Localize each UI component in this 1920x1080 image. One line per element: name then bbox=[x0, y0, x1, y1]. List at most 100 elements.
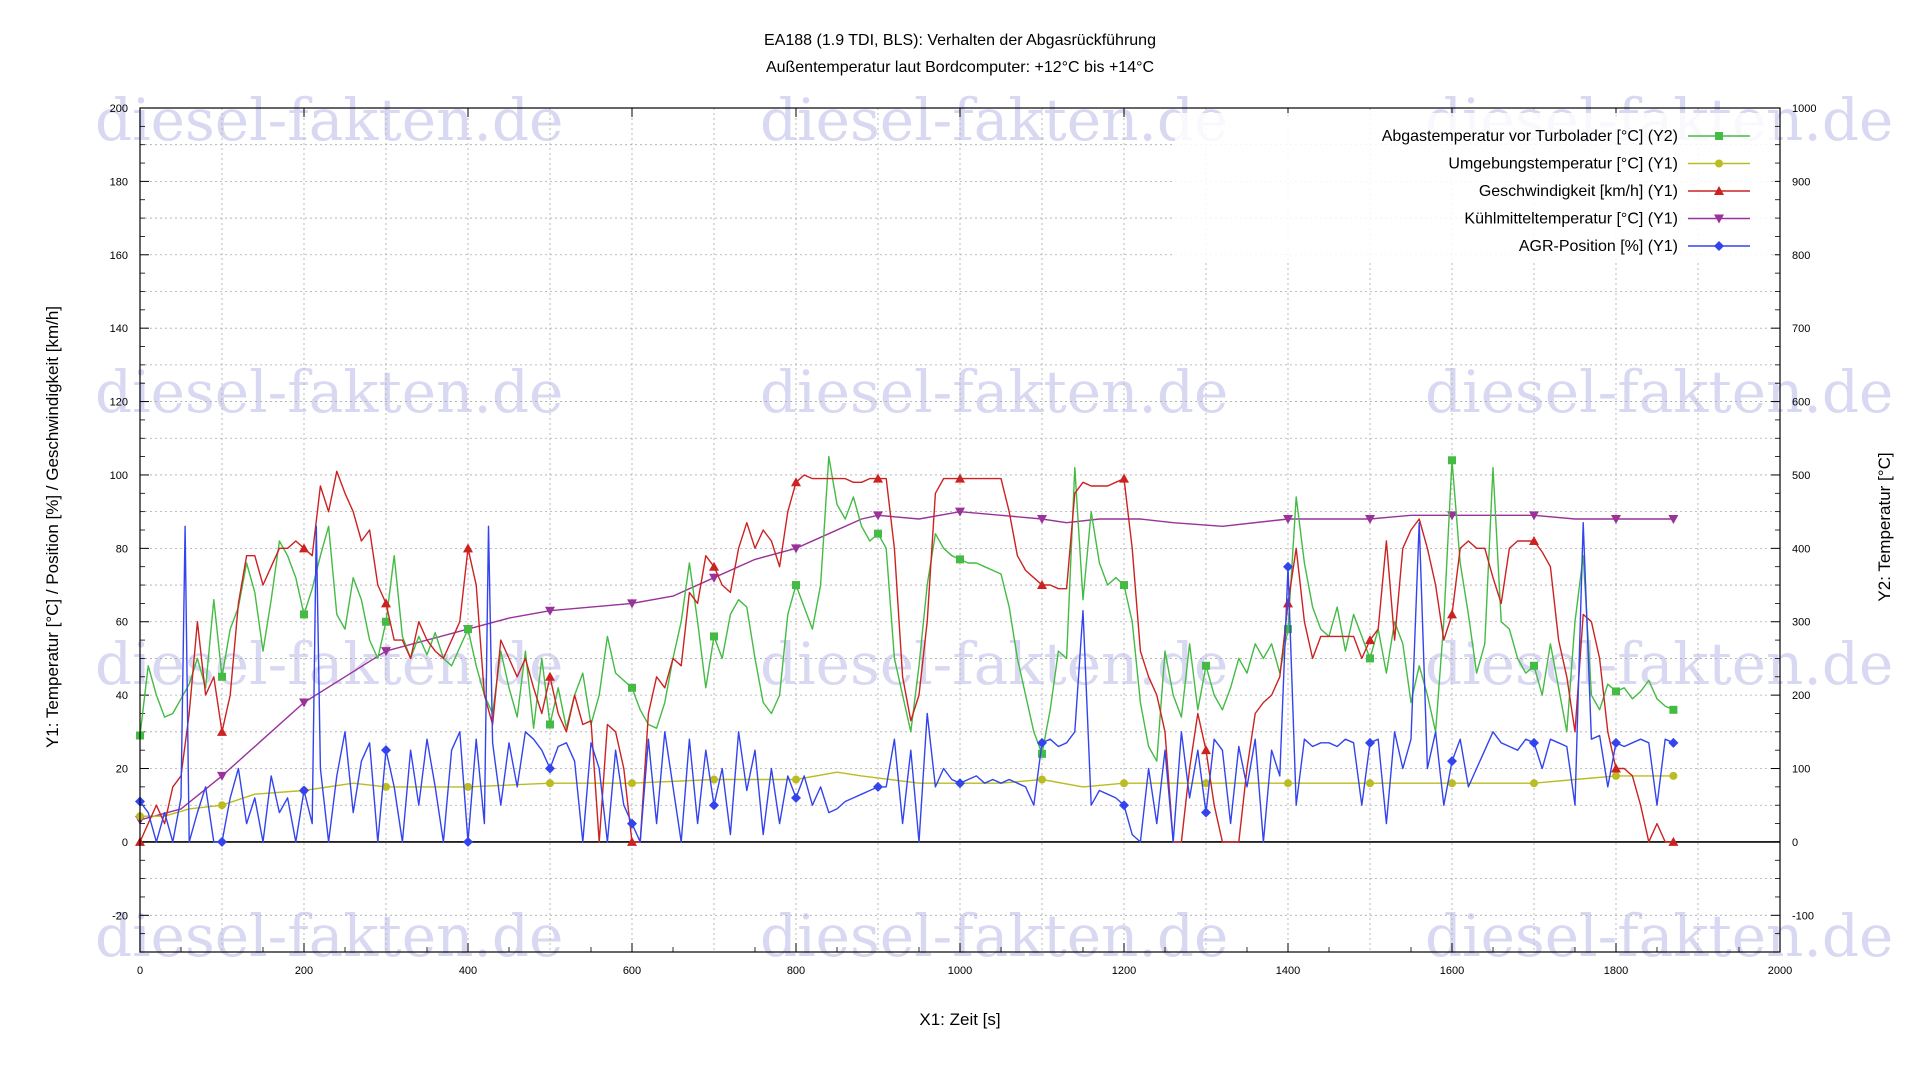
y2-tick-label: 600 bbox=[1792, 397, 1810, 409]
data-point bbox=[217, 771, 227, 781]
x-tick-label: 1400 bbox=[1276, 965, 1300, 977]
data-point bbox=[628, 683, 636, 692]
data-point bbox=[1119, 473, 1129, 483]
data-point bbox=[1365, 514, 1375, 524]
data-point bbox=[791, 792, 801, 803]
x-tick-label: 2000 bbox=[1768, 965, 1792, 977]
watermark-text: diesel-fakten.de bbox=[95, 86, 563, 154]
watermark-text: diesel-fakten.de bbox=[95, 358, 563, 426]
data-point bbox=[627, 836, 637, 846]
data-point bbox=[1669, 705, 1678, 714]
y2-tick-label: 400 bbox=[1792, 543, 1810, 555]
data-point bbox=[464, 782, 472, 791]
data-point bbox=[1283, 514, 1293, 524]
data-point bbox=[1611, 763, 1621, 773]
data-point bbox=[792, 581, 800, 590]
data-point bbox=[1120, 581, 1128, 590]
data-point bbox=[1447, 756, 1457, 767]
data-point bbox=[709, 561, 719, 571]
legend-label: Umgebungstemperatur [°C] (Y1) bbox=[1448, 156, 1678, 173]
plot-frame bbox=[139, 107, 1781, 953]
axes: 0 200 400 600 800 1000 1200 1400 1600 1800 2000-20… bbox=[110, 103, 1817, 977]
y-tick-label: 60 bbox=[116, 617, 128, 629]
data-point bbox=[1611, 514, 1621, 524]
data-point bbox=[381, 598, 391, 608]
legend-marker bbox=[1714, 186, 1724, 195]
y-tick-label: -20 bbox=[112, 910, 128, 922]
watermark-text: diesel-fakten.de bbox=[1425, 358, 1893, 426]
data-point bbox=[792, 775, 800, 784]
watermark-text: diesel-fakten.de bbox=[760, 630, 1228, 698]
y2-tick-label: 200 bbox=[1792, 690, 1810, 702]
data-point bbox=[1668, 836, 1679, 846]
series-line bbox=[139, 522, 1674, 843]
y2-tick-label: 900 bbox=[1792, 176, 1810, 188]
data-point bbox=[709, 573, 719, 583]
x-axis-label: X1: Zeit [s] bbox=[919, 1010, 1000, 1029]
x-tick-label: 0 bbox=[137, 965, 143, 977]
data-point bbox=[628, 779, 636, 788]
data-point bbox=[791, 544, 801, 554]
legend-label: Kühlmitteltemperatur [°C] (Y1) bbox=[1464, 211, 1678, 228]
legend-marker bbox=[1714, 241, 1724, 251]
data-point bbox=[1201, 807, 1211, 818]
chart-subtitle: Außentemperatur laut Bordcomputer: +12°C… bbox=[766, 59, 1154, 76]
series-0 bbox=[136, 455, 1678, 762]
x-tick-label: 1600 bbox=[1440, 965, 1464, 977]
data-point bbox=[1366, 779, 1374, 788]
legend-background bbox=[1175, 113, 1775, 263]
data-point bbox=[1529, 536, 1539, 546]
legend-label: Geschwindigkeit [km/h] (Y1) bbox=[1479, 183, 1678, 200]
series bbox=[135, 455, 1679, 847]
x-tick-label: 600 bbox=[623, 965, 641, 977]
x-tick-label: 200 bbox=[295, 965, 313, 977]
data-point bbox=[1612, 687, 1620, 696]
series-line bbox=[139, 455, 1674, 762]
y2-tick-label: 300 bbox=[1792, 617, 1810, 629]
data-point bbox=[218, 801, 226, 810]
data-point bbox=[1202, 661, 1210, 670]
data-point bbox=[955, 778, 965, 789]
watermark-text: diesel-fakten.de bbox=[95, 902, 563, 970]
data-point bbox=[545, 763, 555, 774]
data-point bbox=[710, 775, 718, 784]
data-point bbox=[1611, 737, 1621, 748]
data-point bbox=[1668, 514, 1679, 524]
data-point bbox=[791, 477, 801, 487]
data-point bbox=[299, 785, 309, 796]
data-point bbox=[1365, 635, 1375, 645]
data-point bbox=[1668, 737, 1679, 748]
data-point bbox=[545, 671, 555, 681]
data-point bbox=[874, 529, 882, 538]
data-point bbox=[1038, 775, 1046, 784]
data-point bbox=[873, 781, 883, 792]
y-tick-label: 160 bbox=[110, 250, 128, 262]
watermark-text: diesel-fakten.de bbox=[1425, 902, 1893, 970]
data-point bbox=[463, 543, 473, 553]
watermark-text: diesel-fakten.de bbox=[760, 86, 1228, 154]
data-point bbox=[381, 745, 391, 756]
x-tick-label: 1200 bbox=[1112, 965, 1136, 977]
y-tick-label: 140 bbox=[110, 323, 128, 335]
data-point bbox=[1037, 737, 1047, 748]
data-point bbox=[1669, 771, 1678, 780]
data-point bbox=[1612, 771, 1620, 780]
y2-tick-label: 0 bbox=[1792, 837, 1798, 849]
legend-marker bbox=[1714, 214, 1724, 224]
watermark-text: diesel-fakten.de bbox=[760, 902, 1228, 970]
watermark-text: diesel-fakten.de bbox=[95, 630, 563, 698]
data-point bbox=[382, 782, 390, 791]
data-point bbox=[1366, 654, 1374, 663]
data-point bbox=[1119, 800, 1129, 811]
data-point bbox=[217, 836, 227, 847]
data-point bbox=[1201, 745, 1211, 755]
data-point bbox=[955, 473, 965, 483]
data-point bbox=[1448, 456, 1456, 465]
series-2 bbox=[135, 470, 1679, 846]
x-tick-label: 800 bbox=[787, 965, 805, 977]
data-point bbox=[546, 779, 554, 788]
data-point bbox=[545, 606, 555, 616]
y-axis-label: Y1: Temperatur [°C] / Position [%] / Ges… bbox=[43, 306, 62, 748]
y2-axis-label: Y2: Temperatur [°C] bbox=[1875, 452, 1894, 601]
y2-tick-label: 100 bbox=[1792, 764, 1810, 776]
